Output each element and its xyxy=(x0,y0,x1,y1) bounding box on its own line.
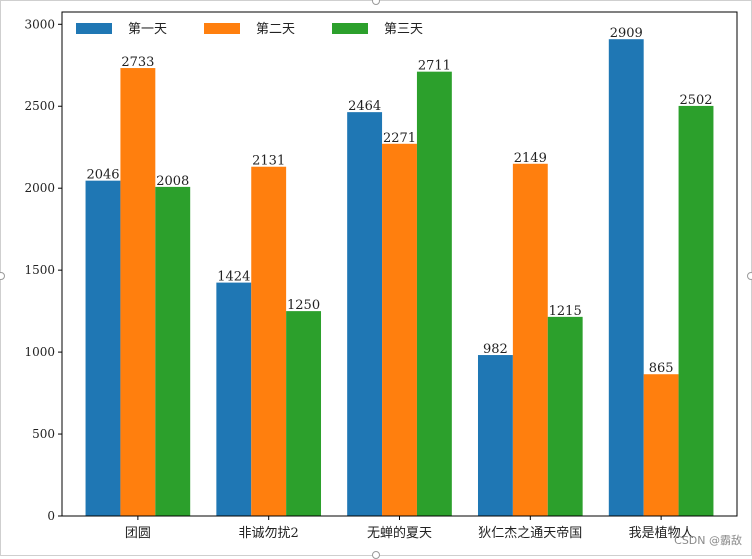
x-tick-label: 团圆 xyxy=(125,526,151,541)
data-label: 1215 xyxy=(549,304,582,319)
x-tick-label: 无蝉的夏天 xyxy=(367,525,432,541)
bars-layer xyxy=(86,39,714,516)
bar xyxy=(417,72,452,516)
y-tick-label: 0 xyxy=(47,509,55,523)
bar xyxy=(155,187,190,516)
bar xyxy=(382,144,417,516)
x-tick-label: 狄仁杰之通天帝国 xyxy=(478,525,582,541)
bar xyxy=(609,39,644,516)
data-label: 2046 xyxy=(86,168,119,183)
data-label: 982 xyxy=(483,342,508,357)
bar xyxy=(548,317,583,516)
watermark-text: CSDN @霸敌 xyxy=(674,532,742,548)
data-label: 2271 xyxy=(383,131,416,146)
x-tick-label: 非诚勿扰2 xyxy=(239,526,299,541)
bar xyxy=(644,374,679,516)
legend-swatch xyxy=(204,23,240,34)
y-tick-label: 3000 xyxy=(24,17,55,31)
bar xyxy=(216,283,251,516)
bar xyxy=(251,167,286,516)
data-label: 1424 xyxy=(217,270,250,285)
y-tick-label: 1500 xyxy=(24,263,55,277)
legend: 第一天 第二天 第三天 xyxy=(76,22,423,37)
bar xyxy=(86,181,121,516)
legend-swatch xyxy=(76,23,112,34)
data-label: 1250 xyxy=(287,298,320,313)
legend-label: 第二天 xyxy=(256,22,295,37)
legend-swatch xyxy=(332,23,368,34)
bar xyxy=(347,112,382,516)
bar xyxy=(478,355,513,516)
legend-label: 第三天 xyxy=(384,22,423,37)
bar xyxy=(513,164,548,516)
data-label: 2502 xyxy=(679,93,712,108)
y-tick-label: 2500 xyxy=(24,99,55,113)
data-label: 2909 xyxy=(610,26,643,41)
data-label: 2464 xyxy=(348,99,381,114)
y-tick-label: 1000 xyxy=(24,345,55,359)
data-label: 2149 xyxy=(514,151,547,166)
data-label: 2711 xyxy=(418,59,451,74)
bar xyxy=(286,311,321,516)
bar xyxy=(120,68,155,516)
y-tick-label: 500 xyxy=(32,427,55,441)
data-label: 2008 xyxy=(156,174,189,189)
data-label: 865 xyxy=(649,361,674,376)
legend-label: 第一天 xyxy=(128,22,167,37)
y-tick-label: 2000 xyxy=(24,181,55,195)
bar xyxy=(679,106,714,516)
data-label: 2131 xyxy=(252,154,285,169)
data-label: 2733 xyxy=(121,55,154,70)
